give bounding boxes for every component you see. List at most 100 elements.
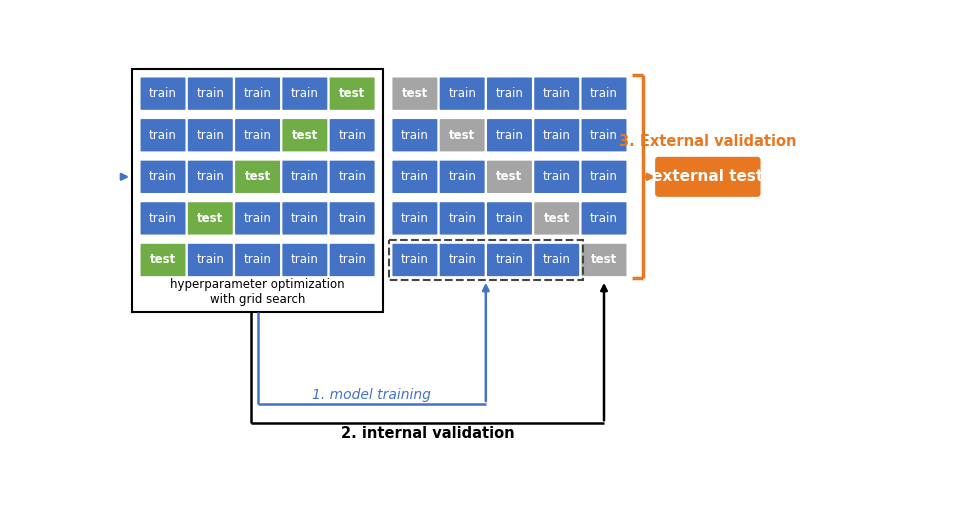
FancyBboxPatch shape: [188, 202, 233, 235]
FancyBboxPatch shape: [656, 157, 761, 197]
FancyBboxPatch shape: [188, 160, 233, 193]
Text: test: test: [402, 87, 428, 100]
Text: hyperparameter optimization
with grid search: hyperparameter optimization with grid se…: [170, 278, 345, 306]
FancyBboxPatch shape: [329, 160, 374, 193]
Text: train: train: [543, 87, 570, 100]
Text: train: train: [543, 129, 570, 142]
Text: test: test: [197, 212, 223, 225]
FancyBboxPatch shape: [329, 202, 374, 235]
FancyBboxPatch shape: [235, 160, 280, 193]
FancyBboxPatch shape: [188, 244, 233, 276]
FancyBboxPatch shape: [235, 202, 280, 235]
Text: test: test: [292, 129, 318, 142]
FancyBboxPatch shape: [392, 202, 437, 235]
Text: 1. model training: 1. model training: [312, 388, 432, 402]
FancyBboxPatch shape: [392, 244, 437, 276]
Bar: [132, 69, 383, 312]
FancyBboxPatch shape: [282, 119, 327, 151]
FancyBboxPatch shape: [487, 244, 532, 276]
Text: train: train: [244, 129, 272, 142]
Text: train: train: [448, 87, 477, 100]
Text: train: train: [590, 212, 618, 225]
Text: train: train: [401, 170, 429, 183]
Text: train: train: [401, 129, 429, 142]
Text: train: train: [338, 253, 367, 266]
FancyBboxPatch shape: [582, 244, 627, 276]
FancyBboxPatch shape: [188, 119, 233, 151]
FancyBboxPatch shape: [487, 202, 532, 235]
FancyBboxPatch shape: [582, 119, 627, 151]
Text: train: train: [448, 253, 477, 266]
FancyBboxPatch shape: [487, 160, 532, 193]
FancyBboxPatch shape: [141, 119, 186, 151]
Text: train: train: [401, 253, 429, 266]
Text: train: train: [448, 212, 477, 225]
FancyBboxPatch shape: [534, 244, 579, 276]
Text: test: test: [544, 212, 569, 225]
FancyBboxPatch shape: [534, 119, 579, 151]
FancyBboxPatch shape: [392, 119, 437, 151]
FancyBboxPatch shape: [582, 160, 627, 193]
FancyBboxPatch shape: [329, 78, 374, 110]
Text: test: test: [590, 253, 617, 266]
Text: train: train: [590, 129, 618, 142]
FancyBboxPatch shape: [282, 160, 327, 193]
Text: train: train: [291, 170, 319, 183]
FancyBboxPatch shape: [235, 78, 280, 110]
Bar: [389, 240, 583, 280]
FancyBboxPatch shape: [534, 160, 579, 193]
FancyBboxPatch shape: [282, 244, 327, 276]
FancyBboxPatch shape: [141, 202, 186, 235]
Text: train: train: [590, 87, 618, 100]
Text: train: train: [291, 253, 319, 266]
Text: train: train: [590, 170, 618, 183]
Text: train: train: [401, 212, 429, 225]
Text: test: test: [244, 170, 271, 183]
Text: train: train: [496, 129, 523, 142]
Text: train: train: [543, 170, 570, 183]
Text: train: train: [244, 212, 272, 225]
FancyBboxPatch shape: [235, 244, 280, 276]
Text: train: train: [196, 170, 224, 183]
Text: train: train: [196, 87, 224, 100]
Text: train: train: [244, 87, 272, 100]
FancyBboxPatch shape: [487, 119, 532, 151]
Text: train: train: [149, 129, 177, 142]
FancyBboxPatch shape: [235, 119, 280, 151]
FancyBboxPatch shape: [329, 244, 374, 276]
Text: test: test: [339, 87, 366, 100]
Text: train: train: [338, 170, 367, 183]
FancyBboxPatch shape: [439, 119, 484, 151]
Text: train: train: [338, 129, 367, 142]
Text: train: train: [149, 170, 177, 183]
FancyBboxPatch shape: [141, 244, 186, 276]
Text: test: test: [449, 129, 476, 142]
Text: train: train: [149, 212, 177, 225]
FancyBboxPatch shape: [439, 78, 484, 110]
FancyBboxPatch shape: [534, 202, 579, 235]
Text: external test: external test: [653, 169, 764, 184]
Text: test: test: [497, 170, 523, 183]
Text: train: train: [196, 129, 224, 142]
Text: train: train: [448, 170, 477, 183]
FancyBboxPatch shape: [439, 244, 484, 276]
FancyBboxPatch shape: [582, 78, 627, 110]
Text: train: train: [496, 87, 523, 100]
Text: train: train: [496, 253, 523, 266]
FancyBboxPatch shape: [439, 202, 484, 235]
Text: train: train: [291, 212, 319, 225]
FancyBboxPatch shape: [188, 78, 233, 110]
FancyBboxPatch shape: [534, 78, 579, 110]
Text: train: train: [291, 87, 319, 100]
Text: train: train: [244, 253, 272, 266]
Text: train: train: [196, 253, 224, 266]
Text: 3. External validation: 3. External validation: [619, 134, 796, 149]
Text: 2. internal validation: 2. internal validation: [341, 426, 515, 440]
FancyBboxPatch shape: [141, 78, 186, 110]
FancyBboxPatch shape: [392, 160, 437, 193]
Text: train: train: [338, 212, 367, 225]
FancyBboxPatch shape: [487, 78, 532, 110]
Text: train: train: [496, 212, 523, 225]
FancyBboxPatch shape: [282, 78, 327, 110]
FancyBboxPatch shape: [439, 160, 484, 193]
